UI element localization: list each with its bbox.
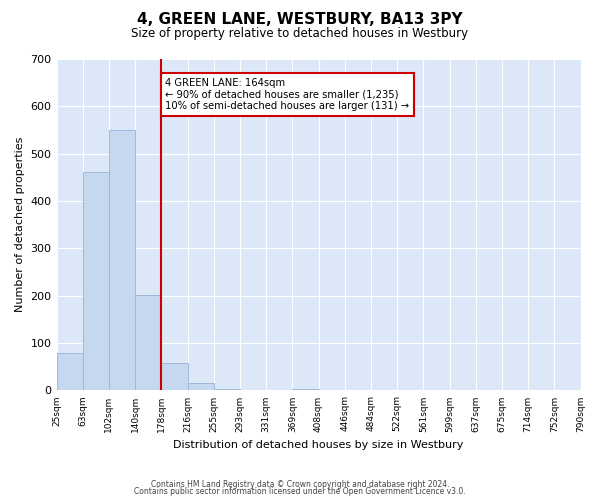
Y-axis label: Number of detached properties: Number of detached properties bbox=[15, 137, 25, 312]
Text: Contains HM Land Registry data © Crown copyright and database right 2024.: Contains HM Land Registry data © Crown c… bbox=[151, 480, 449, 489]
Bar bbox=[83, 172, 109, 390]
Text: Contains public sector information licensed under the Open Government Licence v3: Contains public sector information licen… bbox=[134, 488, 466, 496]
Bar bbox=[109, 130, 135, 390]
Text: 4, GREEN LANE, WESTBURY, BA13 3PY: 4, GREEN LANE, WESTBURY, BA13 3PY bbox=[137, 12, 463, 28]
Text: Size of property relative to detached houses in Westbury: Size of property relative to detached ho… bbox=[131, 28, 469, 40]
Bar bbox=[56, 352, 83, 391]
Bar bbox=[161, 364, 188, 390]
Bar bbox=[135, 296, 161, 390]
Text: 4 GREEN LANE: 164sqm
← 90% of detached houses are smaller (1,235)
10% of semi-de: 4 GREEN LANE: 164sqm ← 90% of detached h… bbox=[165, 78, 409, 111]
Bar bbox=[188, 384, 214, 390]
X-axis label: Distribution of detached houses by size in Westbury: Distribution of detached houses by size … bbox=[173, 440, 464, 450]
